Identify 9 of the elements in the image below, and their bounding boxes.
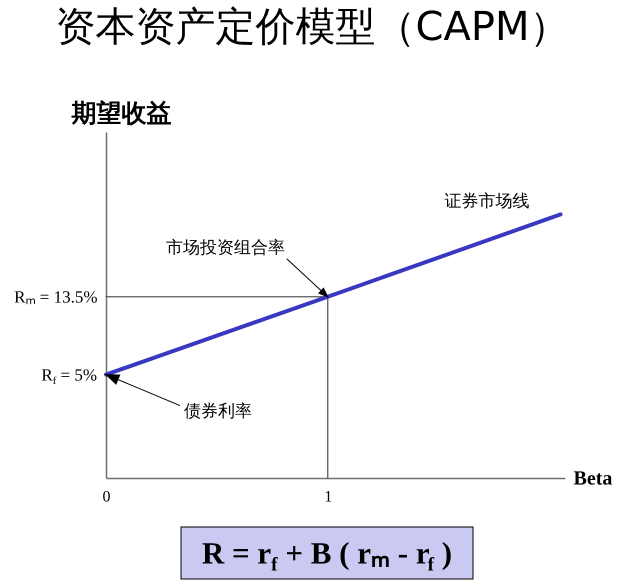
x-tick-label: 0 bbox=[102, 488, 110, 506]
annotation: 债券利率 bbox=[184, 402, 252, 422]
annotation: 市场投资组合率 bbox=[166, 238, 286, 258]
y-tick-label: Rₘ = 13.5% bbox=[14, 287, 98, 306]
x-tick-label: 1 bbox=[324, 488, 332, 506]
chart-title: 资本资产定价模型（CAPM） bbox=[56, 4, 570, 50]
series-label: 证券市场线 bbox=[444, 191, 530, 212]
x-axis-title: Beta bbox=[574, 468, 612, 490]
y-axis-title: 期望收益 bbox=[70, 98, 172, 128]
